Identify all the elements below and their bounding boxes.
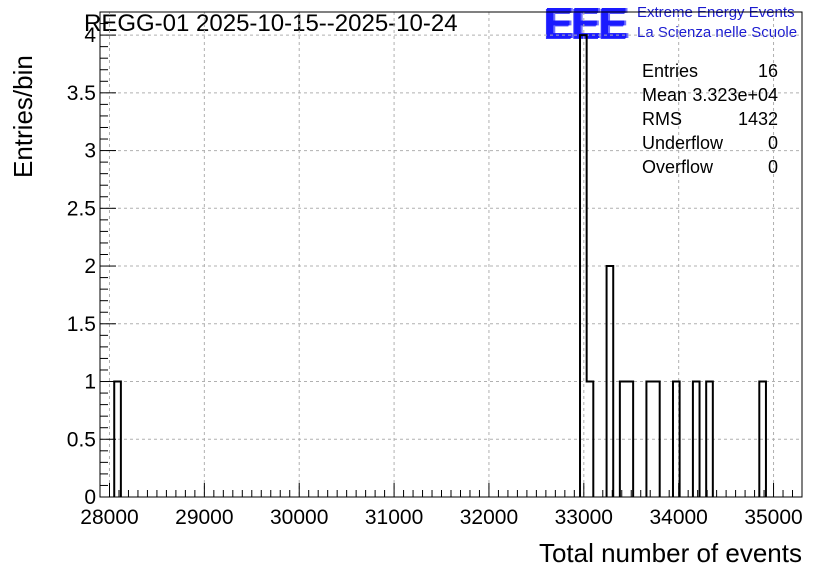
y-axis-label: Entries/bin — [8, 55, 38, 178]
stat-label: Overflow — [642, 157, 714, 177]
x-tick-label: 34000 — [649, 506, 707, 529]
y-tick-label: 3.5 — [67, 82, 96, 105]
stat-row-rms: RMS 1432 — [642, 107, 778, 131]
x-tick-label: 35000 — [744, 506, 802, 529]
stat-value: 0 — [767, 133, 778, 153]
stat-value: 1432 — [737, 109, 778, 129]
x-axis-label: Total number of events — [539, 538, 802, 568]
chart-title: REGG-01 2025-10-15--2025-10-24 — [84, 10, 458, 37]
stat-row-entries: Entries 16 — [642, 59, 778, 83]
x-tick-label: 28000 — [80, 506, 138, 529]
stat-value: 0 — [767, 157, 778, 177]
x-axis-ticks: 28000 29000 30000 31000 32000 33000 34000 35000 — [80, 483, 803, 529]
stats-box: Entries 16 Mean 3.323e+04 RMS 1432 Under… — [642, 59, 778, 179]
x-tick-label: 31000 — [365, 506, 423, 529]
x-tick-label: 32000 — [460, 506, 518, 529]
y-tick-label: 2.5 — [67, 197, 96, 220]
stat-label: Mean — [642, 85, 688, 105]
y-axis-ticks: 0 0.5 1 1.5 2 2.5 3 3.5 4 — [67, 11, 116, 509]
stat-label: RMS — [642, 109, 682, 129]
x-tick-label: 33000 — [555, 506, 613, 529]
stat-value: 16 — [757, 61, 778, 81]
y-tick-label: 0 — [84, 486, 96, 509]
y-tick-label: 1 — [84, 371, 96, 394]
y-tick-label: 2 — [84, 255, 96, 278]
stat-row-underflow: Underflow 0 — [642, 131, 778, 155]
stat-value: 3.323e+04 — [692, 85, 778, 105]
histogram-outline — [113, 34, 767, 497]
y-tick-label: 0.5 — [67, 428, 96, 451]
stat-label: Underflow — [642, 133, 724, 153]
y-tick-label: 4 — [84, 24, 96, 47]
grid-lines — [100, 12, 802, 497]
stat-label: Entries — [642, 61, 699, 81]
x-tick-label: 30000 — [270, 506, 328, 529]
x-tick-label: 29000 — [175, 506, 233, 529]
y-tick-label: 1.5 — [67, 313, 96, 336]
stat-row-mean: Mean 3.323e+04 — [642, 83, 778, 107]
y-tick-label: 3 — [84, 140, 96, 163]
logo-line-2: La Scienza nelle Scuole — [637, 24, 798, 41]
histogram-bins — [113, 34, 767, 497]
stat-row-overflow: Overflow 0 — [642, 155, 778, 179]
